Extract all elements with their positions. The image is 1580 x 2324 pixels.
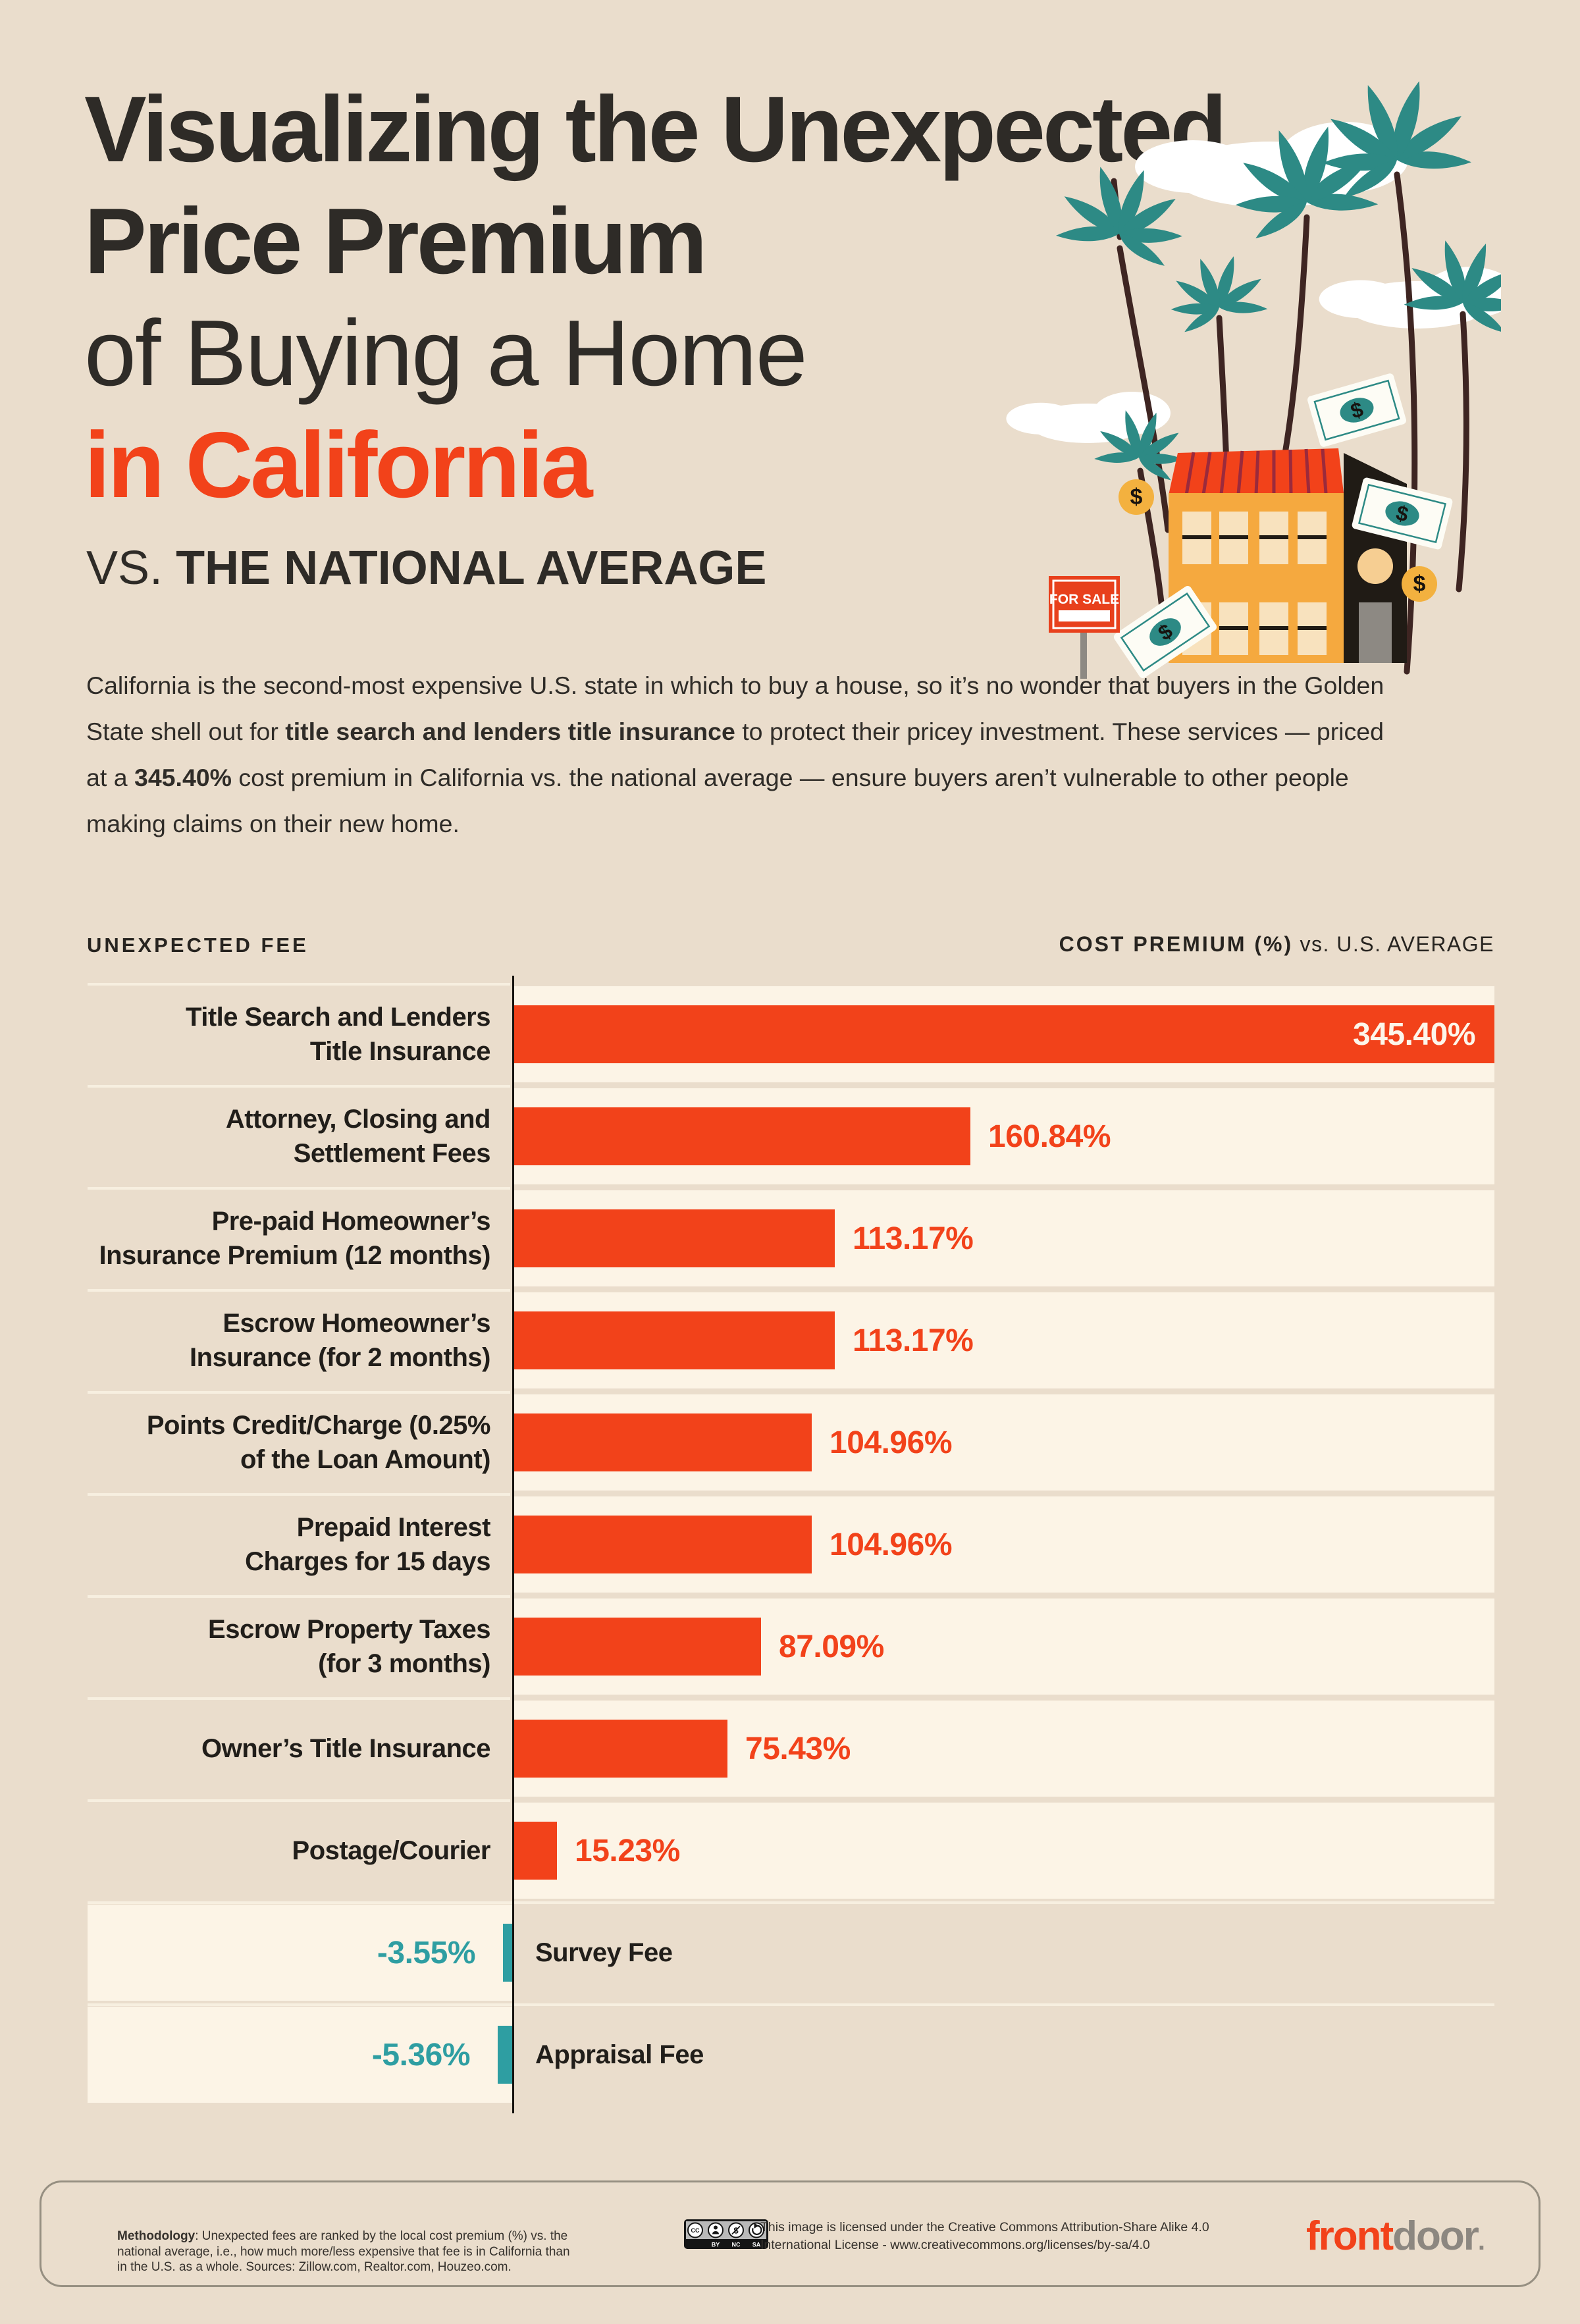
dollar-bill-icon: $ (1352, 477, 1453, 550)
intro-bold-text: 345.40% (134, 763, 232, 791)
row-label: Postage/Courier (292, 1836, 491, 1865)
row-bar (514, 1618, 761, 1676)
row-label: Pre-paid Homeowner’s Insurance Premium (… (99, 1207, 490, 1270)
row-bar (498, 2026, 513, 2084)
column-header-fee: UNEXPECTED FEE (87, 934, 309, 957)
round-window-icon (1357, 548, 1393, 584)
row-separator (88, 983, 510, 986)
row-value: 15.23% (575, 1833, 680, 1868)
cc-by-label: BY (712, 2242, 720, 2248)
row-value: 113.17% (853, 1323, 974, 1358)
license-line-2: International License - www.creativecomm… (760, 2238, 1150, 2252)
frontdoor-logo: frontdoor. (1305, 2213, 1485, 2259)
row-label: Title Search and Lenders Title Insurance (186, 1003, 490, 1066)
intro-paragraph: California is the second-most expensive … (86, 662, 1400, 847)
cc-icon (687, 2222, 703, 2238)
page-title-line-4: in California (84, 413, 593, 517)
methodology-note: Methodology: Unexpected fees are ranked … (117, 2229, 578, 2275)
row-value: 345.40% (1353, 1017, 1476, 1052)
row-bar (503, 1924, 513, 1982)
row-value: 75.43% (745, 1731, 851, 1766)
intro-bold-text: title search and lenders title insurance (285, 717, 735, 745)
row-band (88, 1905, 513, 2001)
coin-icon: $ (1402, 566, 1437, 602)
page-subtitle: VS. THE NATIONAL AVERAGE (86, 541, 766, 595)
dollar-bill-icon: $ (1307, 373, 1406, 447)
row-label: Appraisal Fee (535, 2040, 704, 2069)
coin-dollar-sign: $ (1413, 571, 1426, 596)
page-title-line-1: Visualizing the Unexpected (84, 77, 1227, 182)
subtitle-main: THE NATIONAL AVERAGE (176, 542, 767, 594)
row-value: -5.36% (371, 2037, 471, 2073)
row-value: -3.55% (377, 1935, 476, 1970)
license-line-1: This image is licensed under the Creativ… (760, 2220, 1209, 2234)
dollar-bill-icon: $ (1113, 586, 1217, 678)
row-value: 87.09% (779, 1629, 884, 1664)
page-title-line-2: Price Premium (84, 189, 707, 294)
coin-dollar-sign: $ (1130, 485, 1143, 510)
page-title-line-3: of Buying a Home (84, 301, 808, 406)
row-separator (88, 1085, 510, 1088)
row-separator (88, 1391, 510, 1394)
row-bar (514, 1107, 970, 1165)
row-bar (514, 1311, 835, 1369)
methodology-text: : Unexpected fees are ranked by the loca… (117, 2229, 570, 2274)
row-band (88, 2007, 513, 2103)
intro-text: cost premium in California vs. the natio… (86, 763, 1349, 837)
illustration-house-palms: $ $ (1006, 76, 1501, 679)
row-bar (514, 1822, 557, 1880)
door-icon (1359, 602, 1392, 663)
row-bar (514, 1005, 1494, 1063)
row-value: 104.96% (830, 1425, 953, 1460)
row-label: Escrow Homeowner’s Insurance (for 2 mont… (190, 1309, 490, 1372)
logo-front: front (1305, 2213, 1394, 2259)
column-header-premium-regular: vs. U.S. AVERAGE (1293, 932, 1494, 956)
subtitle-vs: VS. (86, 542, 176, 594)
row-separator (88, 1493, 510, 1496)
for-sale-text: FOR SALE (1049, 592, 1119, 607)
row-separator (88, 1187, 510, 1190)
intro-text: California is the second-most expensive … (86, 671, 1384, 745)
for-sale-sign: FOR SALE (1049, 576, 1120, 679)
row-label: Points Credit/Charge (0.25% of the Loan … (146, 1411, 491, 1474)
cc-glyph: CC (691, 2227, 700, 2234)
row-value: 160.84% (988, 1119, 1111, 1154)
column-header-premium-bold: COST PREMIUM (%) (1059, 932, 1294, 956)
column-header-premium: COST PREMIUM (%) vs. U.S. AVERAGE (1059, 932, 1494, 957)
row-label: Owner’s Title Insurance (201, 1734, 491, 1763)
footer-card: Methodology: Unexpected fees are ranked … (40, 2180, 1540, 2287)
logo-mark: . (1477, 2227, 1485, 2256)
row-separator (88, 2003, 1494, 2006)
row-separator (88, 1697, 510, 1700)
row-bar (514, 1516, 812, 1573)
row-value: 113.17% (853, 1221, 974, 1256)
cc-by-icon (708, 2222, 724, 2238)
row-value: 104.96% (830, 1527, 953, 1562)
coin-icon: $ (1119, 479, 1154, 515)
row-separator (88, 1901, 1494, 1904)
methodology-label: Methodology (117, 2229, 196, 2243)
logo-door: door (1392, 2213, 1479, 2259)
row-bar (514, 1720, 727, 1778)
cc-nc-label: NC (732, 2242, 741, 2248)
row-separator (88, 1595, 510, 1598)
row-label: Attorney, Closing and Settlement Fees (225, 1105, 491, 1168)
row-label: Prepaid Interest Charges for 15 days (245, 1513, 490, 1576)
row-label: Escrow Property Taxes (for 3 months) (208, 1615, 490, 1678)
chart-axis (512, 976, 514, 2113)
row-separator (88, 1799, 510, 1802)
row-bar (514, 1209, 835, 1267)
row-band (513, 1803, 1494, 1899)
license-text: This image is licensed under the Creativ… (760, 2219, 1209, 2254)
intro-text: to protect their pricey investment. Thes… (86, 717, 1384, 791)
row-bar (514, 1413, 812, 1471)
cc-sa-label: SA (752, 2242, 761, 2248)
cc-license-badge: CC $ BY NC SA (684, 2219, 768, 2249)
row-separator (88, 1289, 510, 1292)
row-label: Survey Fee (535, 1938, 673, 1967)
